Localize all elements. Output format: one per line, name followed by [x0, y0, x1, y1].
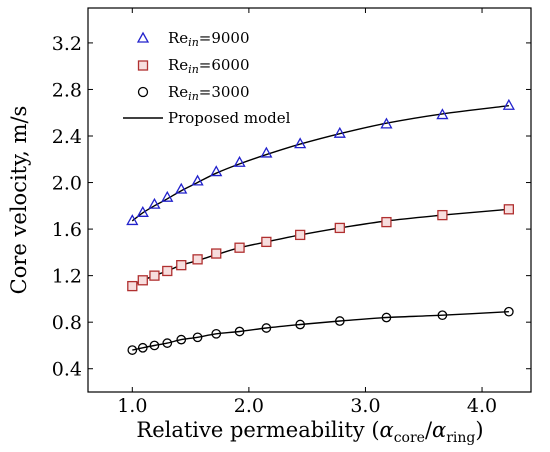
data-point-circle: [127, 345, 138, 355]
data-point-circle: [192, 332, 203, 343]
x-tick-label: 2.0: [234, 395, 264, 417]
data-point-circle: [149, 340, 160, 351]
data-point-circle: [261, 323, 272, 333]
data-point-triangle: [136, 205, 149, 217]
data-point-square: [137, 275, 148, 286]
data-point-triangle: [148, 197, 161, 209]
data-point-square: [261, 236, 272, 248]
data-point-square: [295, 229, 306, 241]
legend-marker-circle: [137, 86, 149, 98]
model-lines: [131, 105, 509, 351]
data-point-square: [162, 265, 173, 277]
ticks: 1.0 2.0 3.0 4.0 0.4 0.8 1.2 1.6 2.0 2.4 2.8 3.2: [52, 8, 531, 417]
data-point-square: [149, 270, 160, 281]
y-tick-label: 2.0: [52, 173, 82, 195]
data-point-circle: [137, 342, 148, 353]
model-line-2: [132, 311, 509, 351]
data-point-square: [503, 204, 515, 215]
markers: [126, 98, 515, 355]
data-point-square: [334, 222, 345, 234]
data-point-square: [211, 248, 222, 259]
data-point-square: [381, 216, 392, 228]
data-point-triangle: [191, 174, 204, 186]
data-point-triangle: [161, 190, 174, 202]
y-tick-label: 0.8: [52, 312, 82, 334]
data-point-square: [437, 209, 448, 221]
y-axis-title: Core velocity, m/s: [7, 106, 31, 295]
model-line-0: [131, 105, 509, 222]
data-point-circle: [162, 338, 173, 348]
legend-marker-square: [137, 60, 149, 71]
data-point-triangle: [333, 126, 346, 138]
data-point-triangle: [260, 146, 273, 158]
data-point-square: [234, 242, 245, 253]
y-tick-label: 2.4: [52, 126, 82, 148]
data-point-triangle: [233, 155, 246, 167]
data-point-circle: [295, 319, 306, 330]
x-tick-label: 4.0: [467, 395, 497, 417]
data-point-triangle: [210, 165, 223, 177]
legend-marker-triangle: [136, 31, 150, 43]
legend-label-9000: Rein=9000: [168, 29, 250, 49]
data-point-triangle: [436, 108, 449, 120]
data-point-circle: [503, 306, 514, 317]
data-point-triangle: [502, 98, 515, 110]
data-point-circle: [176, 334, 187, 345]
y-tick-label: 1.2: [52, 266, 82, 288]
y-tick-label: 3.2: [52, 33, 82, 55]
data-point-triangle: [294, 137, 307, 149]
data-point-circle: [211, 328, 222, 339]
data-point-triangle: [126, 214, 139, 226]
y-tick-label: 2.8: [52, 79, 82, 101]
data-point-circle: [234, 326, 245, 337]
data-point-square: [176, 260, 187, 271]
legend-label-6000: Rein=6000: [168, 56, 250, 76]
legend: Rein=9000 Rein=6000 Rein=3000 Proposed m…: [123, 29, 291, 127]
data-point-circle: [437, 310, 448, 321]
data-point-square: [127, 280, 138, 292]
model-line-1: [131, 208, 509, 287]
x-tick-label: 3.0: [350, 395, 380, 417]
plot-frame: [87, 7, 532, 393]
x-tick-label: 1.0: [117, 395, 147, 417]
legend-label-3000: Rein=3000: [168, 83, 250, 103]
data-point-circle: [381, 312, 392, 323]
y-tick-label: 0.4: [52, 359, 82, 381]
legend-label-model: Proposed model: [168, 109, 291, 127]
data-point-square: [192, 254, 203, 265]
data-point-triangle: [175, 182, 188, 194]
data-point-circle: [334, 316, 345, 326]
data-point-triangle: [380, 117, 393, 129]
y-tick-label: 1.6: [52, 219, 82, 241]
x-axis-title: Relative permeability (αcore/αring): [136, 418, 483, 446]
